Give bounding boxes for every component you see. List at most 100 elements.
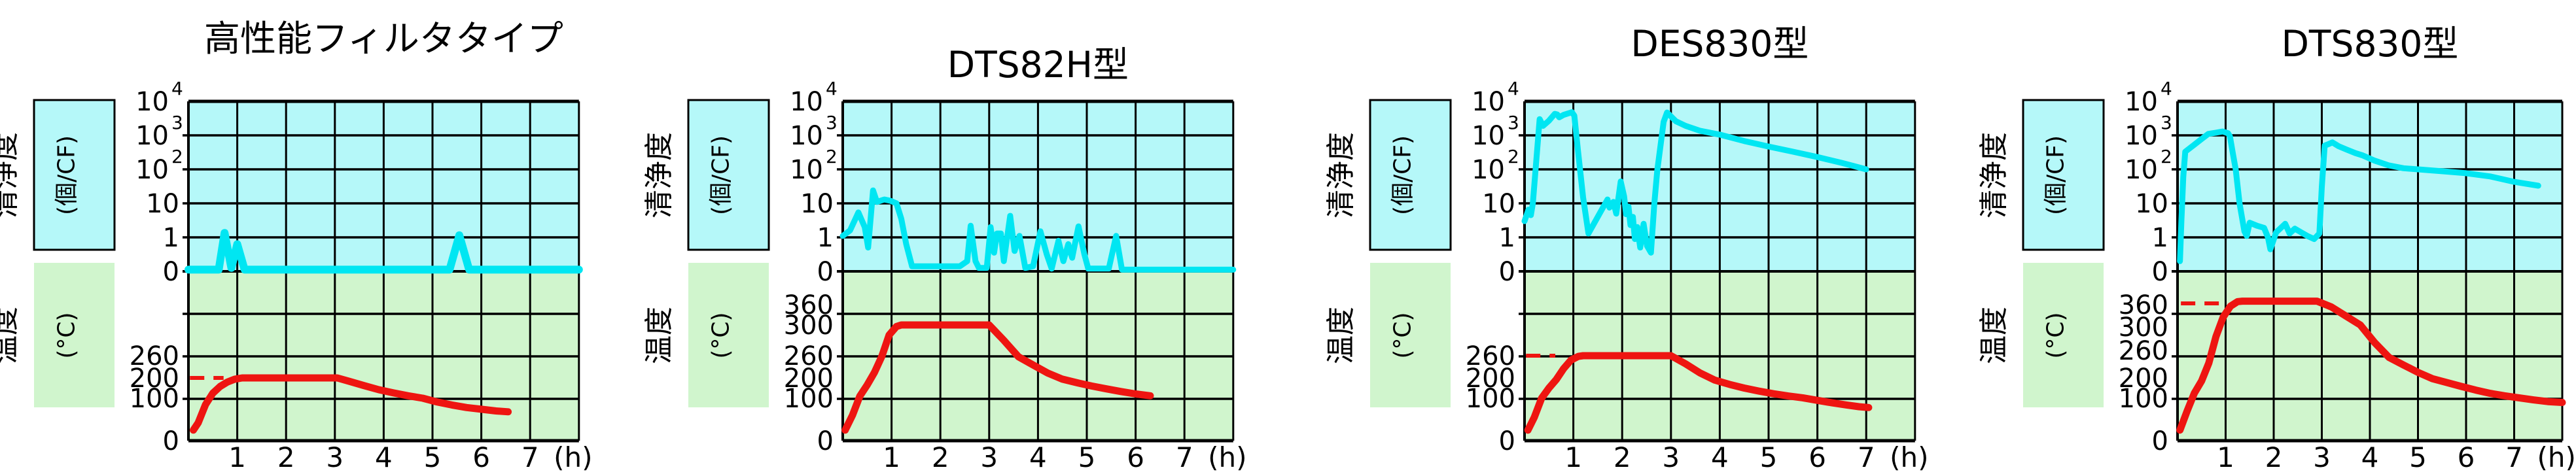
- temperature-unit-box: [688, 263, 769, 407]
- cleanliness-unit-label: (個/CF): [1390, 135, 1417, 215]
- svg-text:1: 1: [163, 223, 179, 253]
- x-tick-label: 1: [2217, 441, 2234, 473]
- x-tick-label: 5: [2409, 441, 2427, 473]
- clean-tick-label: 10 4: [135, 78, 183, 117]
- x-tick-label: 6: [2458, 441, 2475, 473]
- temp-tick-label: 200: [2119, 364, 2168, 394]
- svg-text:1: 1: [817, 223, 834, 253]
- x-tick-label: 5: [424, 441, 442, 473]
- svg-text:2: 2: [1508, 146, 1519, 167]
- svg-text:10: 10: [800, 189, 834, 219]
- temp-tick-label: 300: [2119, 313, 2168, 343]
- temperature-curve: [841, 321, 1154, 434]
- x-tick-label: 4: [1029, 441, 1047, 473]
- svg-text:3: 3: [1508, 112, 1519, 133]
- clean-tick-label: 1: [163, 223, 179, 253]
- x-tick-label: 1: [1564, 441, 1582, 473]
- x-tick-label: 4: [375, 441, 393, 473]
- temp-tick-label: 260: [784, 341, 834, 371]
- svg-text:2: 2: [2161, 146, 2172, 167]
- clean-tick-label: 1: [2152, 223, 2168, 253]
- svg-text:10: 10: [2125, 121, 2158, 151]
- temp-tick-label: 200: [784, 364, 834, 394]
- temperature-axis-label: 温度: [0, 307, 22, 364]
- x-tick-label: 4: [2361, 441, 2379, 473]
- cleanliness-axis-label: 清浄度: [643, 132, 676, 218]
- temp-tick-label: 100: [1466, 384, 1515, 414]
- clean-tick-label: 10 3: [790, 112, 838, 151]
- svg-text:10: 10: [2135, 189, 2168, 219]
- svg-text:10: 10: [135, 121, 169, 151]
- clean-tick-label: 10 4: [790, 78, 838, 117]
- clean-tick-label: 10 3: [135, 112, 183, 151]
- clean-tick-label: 0: [2152, 257, 2168, 287]
- cleanliness-unit-box: [687, 99, 770, 251]
- svg-text:10: 10: [1472, 121, 1505, 151]
- svg-text:10: 10: [135, 155, 169, 185]
- cleanliness-unit-box: [2022, 99, 2105, 251]
- svg-text:1: 1: [2152, 223, 2168, 253]
- x-tick-label: 3: [1662, 441, 1680, 473]
- x-tick-label: 7: [1176, 441, 1193, 473]
- svg-text:10: 10: [135, 87, 169, 117]
- clean-tick-label: 0: [1499, 257, 1515, 287]
- svg-text:3: 3: [2161, 112, 2172, 133]
- temperature-curve: [2176, 298, 2566, 434]
- temp-tick-label: 260: [1466, 341, 1515, 371]
- chart-title: 高性能フィルタタイプ: [204, 18, 563, 60]
- clean-tick-label: 10: [1482, 189, 1515, 219]
- clean-tick-label: 10: [800, 189, 834, 219]
- svg-text:10: 10: [146, 189, 179, 219]
- cleanliness-curve: [185, 229, 583, 274]
- svg-text:3: 3: [826, 112, 838, 133]
- clean-tick-label: 10 3: [2125, 112, 2172, 151]
- x-tick-label: 5: [1760, 441, 1778, 473]
- temperature-unit-box: [34, 263, 115, 407]
- x-axis-unit: (h): [2537, 441, 2575, 473]
- temperature-unit-box: [1370, 263, 1451, 407]
- cleanliness-curve: [1521, 109, 1869, 256]
- x-axis-unit: (h): [1208, 441, 1246, 473]
- temp-tick-label: 260: [2119, 336, 2168, 366]
- x-tick-label: 2: [277, 441, 295, 473]
- temperature-unit-label: (°C): [1390, 312, 1417, 358]
- svg-text:2: 2: [826, 146, 838, 167]
- temp-tick-label: 0: [2152, 426, 2168, 456]
- cleanliness-curve: [839, 187, 1237, 273]
- svg-text:4: 4: [826, 78, 838, 99]
- temperature-curve: [190, 374, 512, 434]
- temp-tick-label: 260: [130, 341, 179, 371]
- svg-text:0: 0: [163, 257, 179, 287]
- cleanliness-unit-box: [33, 99, 116, 251]
- cleanliness-axis-label: 清浄度: [1977, 132, 2011, 218]
- temp-tick-label: 0: [817, 426, 834, 456]
- chart-title: DES830型: [1631, 23, 1808, 65]
- x-tick-label: 7: [521, 441, 539, 473]
- temp-tick-label: 0: [1499, 426, 1515, 456]
- temperature-curve: [1524, 352, 1873, 434]
- temperature-axis-label: 温度: [643, 307, 676, 364]
- x-tick-label: 6: [1808, 441, 1826, 473]
- svg-text:10: 10: [790, 121, 823, 151]
- temp-tick-label: 200: [1466, 364, 1515, 394]
- x-tick-label: 2: [1614, 441, 1631, 473]
- temp-tick-label: 360: [784, 290, 834, 320]
- svg-text:4: 4: [1508, 78, 1519, 99]
- temperature-unit-label: (°C): [2043, 312, 2070, 358]
- clean-tick-label: 10 4: [1472, 78, 1519, 117]
- svg-text:3: 3: [171, 112, 183, 133]
- cleanliness-unit-label: (個/CF): [2043, 135, 2070, 215]
- temperature-unit-box: [2023, 263, 2104, 407]
- svg-text:4: 4: [2161, 78, 2172, 99]
- chart-title: DTS82H型: [947, 44, 1129, 86]
- x-tick-label: 6: [472, 441, 490, 473]
- clean-tick-label: 10 2: [2125, 146, 2172, 185]
- clean-tick-label: 0: [817, 257, 834, 287]
- x-tick-label: 7: [1858, 441, 1875, 473]
- x-tick-label: 2: [932, 441, 949, 473]
